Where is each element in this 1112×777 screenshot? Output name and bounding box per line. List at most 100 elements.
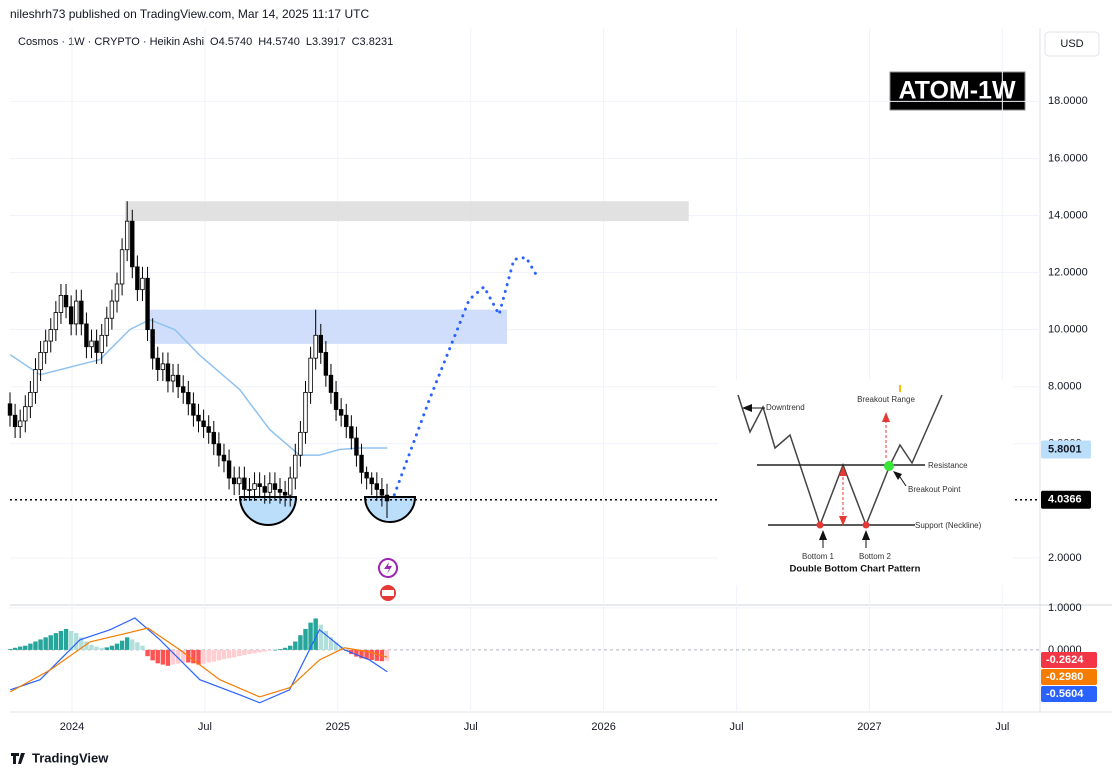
macd-histogram-bar xyxy=(272,649,278,651)
macd-histogram-bar xyxy=(277,649,283,650)
candle-body xyxy=(181,386,186,393)
publisher: nileshrh73 published on TradingView.com,… xyxy=(10,7,369,21)
macd-histogram-bar xyxy=(89,644,94,650)
candle-body xyxy=(79,300,84,325)
candle-body xyxy=(379,489,385,496)
event-icon-glyph xyxy=(382,590,394,596)
macd-histogram-bar xyxy=(247,649,252,655)
y-tick-label: 1.0000 xyxy=(1048,602,1082,614)
candle-body xyxy=(28,392,33,408)
candle-body xyxy=(384,494,390,502)
candle-body xyxy=(53,312,59,331)
breakout-point-dot xyxy=(884,461,894,471)
bottom-dot xyxy=(862,521,870,529)
macd-histogram-bar xyxy=(84,641,89,650)
macd-histogram-bar xyxy=(252,649,257,654)
x-tick-label: 2024 xyxy=(60,721,84,733)
macd-histogram-bar xyxy=(328,637,334,650)
candle-body xyxy=(94,340,99,353)
macd-histogram-bar xyxy=(282,647,288,650)
y-tick-label: 14.0000 xyxy=(1048,209,1088,221)
candle-body xyxy=(165,363,171,382)
macd-histogram-bar xyxy=(338,646,344,650)
moving-average xyxy=(9,318,388,456)
y-tick-label: 16.0000 xyxy=(1048,152,1088,164)
footer-logo xyxy=(11,753,25,764)
badge: ATOM-1W xyxy=(898,77,1016,105)
macd-histogram-bar xyxy=(17,646,23,650)
macd-histogram-bar xyxy=(58,631,64,650)
candle-body xyxy=(104,317,109,336)
candle-body xyxy=(338,409,344,416)
macd-line xyxy=(10,617,388,704)
candle-body xyxy=(344,414,349,428)
candle-body xyxy=(354,437,359,456)
x-tick-label: 2025 xyxy=(326,721,350,733)
macd-histogram-bar xyxy=(33,641,38,650)
macd-histogram-bar xyxy=(288,645,293,650)
macd-histogram-bar xyxy=(237,649,242,657)
inset-label: Bottom 2 xyxy=(859,552,892,561)
candle-body xyxy=(124,220,130,251)
y-tick-label: 12.0000 xyxy=(1048,266,1088,278)
candle-body xyxy=(303,392,308,433)
macd-histogram-bar xyxy=(364,649,369,660)
currency: USD xyxy=(1060,38,1083,50)
macd-histogram-bar xyxy=(267,649,273,651)
macd-line xyxy=(9,627,388,698)
pattern-line xyxy=(737,394,943,528)
candle-body xyxy=(196,414,201,422)
candle-body xyxy=(252,483,257,490)
candle-body xyxy=(221,454,227,462)
inset-label: Breakout Point xyxy=(908,485,961,494)
candle-body xyxy=(84,323,89,348)
inset-label: Resistance xyxy=(928,461,968,470)
low: L3.3917 xyxy=(306,36,346,48)
candle-body xyxy=(359,454,364,473)
candle-body xyxy=(175,374,181,388)
candle-body xyxy=(23,406,28,422)
x-tick-label: 2026 xyxy=(591,721,615,733)
macd-histogram-bar xyxy=(313,618,318,650)
macd-histogram-bar xyxy=(293,641,298,650)
candle-body xyxy=(74,300,79,325)
macd-histogram-bar xyxy=(196,649,201,665)
support-cup xyxy=(238,496,298,526)
value-label: -0.2624 xyxy=(1046,654,1084,666)
macd-histogram-bar xyxy=(28,643,33,650)
macd-histogram-bar xyxy=(12,647,18,650)
footer: TradingView xyxy=(32,750,109,765)
macd-histogram-bar xyxy=(165,649,171,666)
macd-histogram-bar xyxy=(211,649,216,662)
macd-histogram-bar xyxy=(155,649,160,664)
candle-body xyxy=(7,403,13,416)
candle-body xyxy=(17,420,23,428)
support-cup xyxy=(363,496,417,523)
macd-histogram-bar xyxy=(374,649,380,661)
currency-button[interactable] xyxy=(1044,31,1100,57)
candle-body xyxy=(130,220,135,268)
candle-body xyxy=(170,374,176,382)
candle-body xyxy=(242,477,247,490)
x-tick-label: Jul xyxy=(464,721,478,733)
macd-histogram-bar xyxy=(298,635,303,650)
value-label: -0.5604 xyxy=(1046,688,1084,700)
macd-histogram-bar xyxy=(226,649,232,659)
macd-histogram-bar xyxy=(216,649,222,661)
candle-body xyxy=(262,486,267,493)
price-label: 4.0366 xyxy=(1048,494,1082,506)
macd-histogram-bar xyxy=(140,645,145,650)
macd-histogram-bar xyxy=(333,642,339,650)
macd-histogram-bar xyxy=(43,637,48,650)
bottom-dot xyxy=(816,521,824,529)
inset-background xyxy=(718,380,1013,585)
macd-histogram-bar xyxy=(79,637,84,650)
macd-histogram-bar xyxy=(99,647,104,650)
legend: Cosmos · 1W · CRYPTO · Heikin Ashi O4.574… xyxy=(18,36,393,48)
candle-body xyxy=(145,277,150,331)
value-label-box xyxy=(1041,652,1097,668)
macd-histogram-bar xyxy=(145,649,150,657)
x-tick-label: 2027 xyxy=(857,721,881,733)
projection xyxy=(392,255,538,497)
y-tick-label: 2.0000 xyxy=(1048,552,1082,564)
